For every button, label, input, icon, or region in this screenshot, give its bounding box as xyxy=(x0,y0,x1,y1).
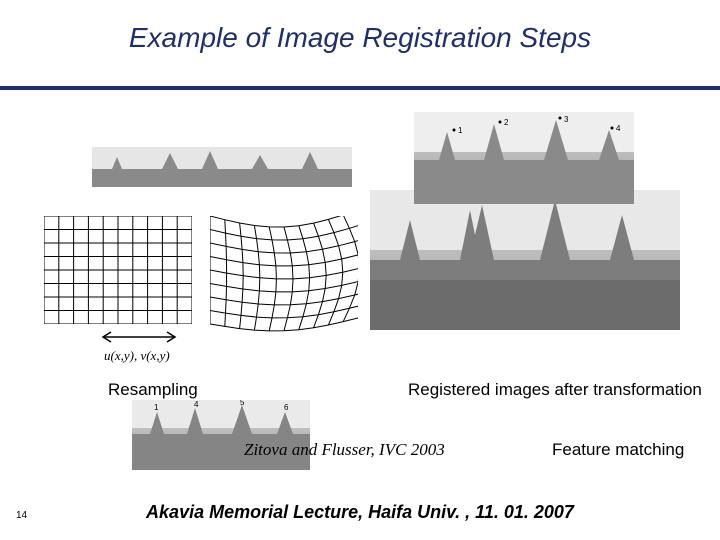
registered-image-overlay: 1 2 3 4 xyxy=(414,112,634,204)
svg-text:6: 6 xyxy=(284,403,289,412)
svg-text:4: 4 xyxy=(194,400,199,409)
citation: Zitova and Flusser, IVC 2003 xyxy=(244,440,445,460)
building-silhouette: 1 2 3 4 xyxy=(414,112,634,204)
building-silhouette xyxy=(370,190,680,330)
svg-text:2: 2 xyxy=(504,118,509,127)
resampling-grid-warped xyxy=(210,216,358,344)
registered-image-main xyxy=(370,190,680,330)
panorama-strip xyxy=(92,147,352,187)
resampling-label: Resampling xyxy=(108,380,198,400)
resampling-grid-regular xyxy=(44,216,192,324)
slide-title: Example of Image Registration Steps xyxy=(0,22,720,54)
slide-number: 14 xyxy=(16,510,27,521)
svg-text:3: 3 xyxy=(564,115,569,124)
svg-text:4: 4 xyxy=(616,124,621,133)
registered-label: Registered images after transformation xyxy=(408,380,702,400)
svg-text:1: 1 xyxy=(458,126,463,135)
footer-text: Akavia Memorial Lecture, Haifa Univ. , 1… xyxy=(0,502,720,523)
panorama-silhouette xyxy=(92,147,352,187)
slide: Example of Image Registration Steps u(x,… xyxy=(0,0,720,540)
resampling-axes-label: u(x,y), v(x,y) xyxy=(104,348,170,364)
svg-text:5: 5 xyxy=(240,400,245,407)
resampling-arrow xyxy=(99,330,179,344)
svg-text:1: 1 xyxy=(154,403,159,412)
feature-matching-label: Feature matching xyxy=(552,440,684,460)
title-rule xyxy=(0,86,720,90)
